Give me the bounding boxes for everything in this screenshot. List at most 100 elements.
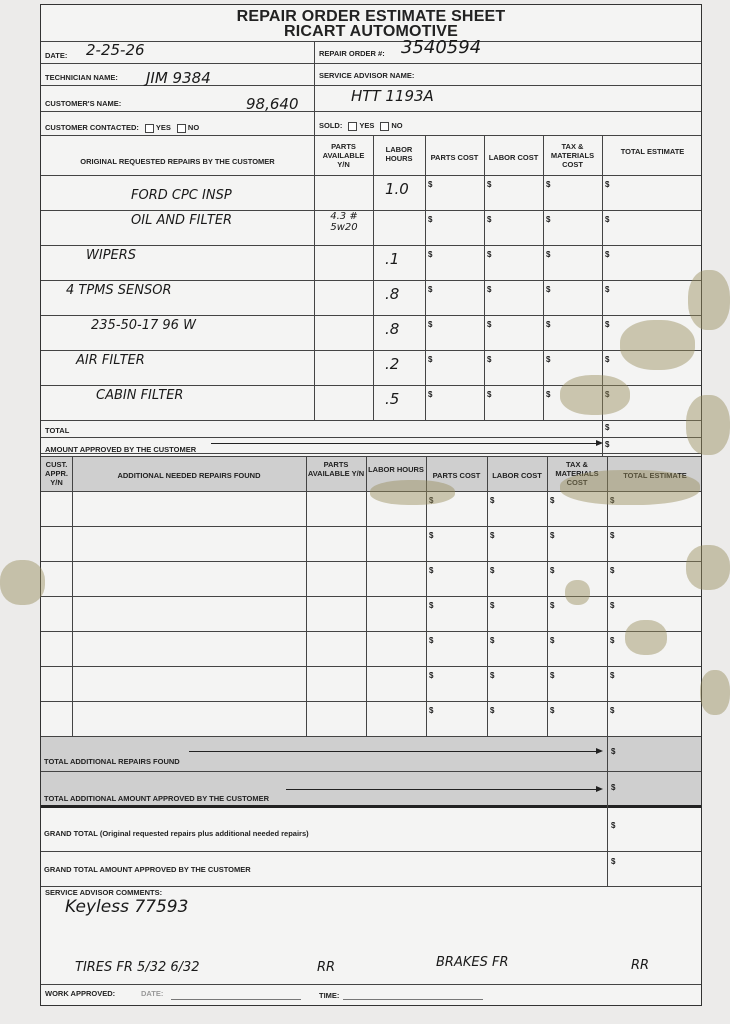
repair-description[interactable]: AIR FILTER	[76, 353, 145, 368]
form-title: REPAIR ORDER ESTIMATE SHEET	[236, 8, 506, 25]
currency-symbol: $	[605, 355, 610, 364]
currency-symbol: $	[428, 180, 433, 189]
date-value[interactable]: 2-25-26	[86, 41, 145, 59]
repair-order-value[interactable]: 3540594	[401, 37, 482, 58]
currency-symbol: $	[429, 496, 434, 505]
row-divider	[41, 456, 701, 457]
column-header: LABOR COST	[488, 153, 539, 162]
repair-description[interactable]: 235-50-17 96 W	[91, 318, 196, 333]
work-date-line[interactable]	[171, 999, 301, 1000]
sold-yes-checkbox[interactable]	[348, 121, 358, 131]
currency-symbol: $	[610, 601, 615, 610]
column-divider	[602, 135, 603, 472]
currency-symbol: $	[611, 783, 616, 792]
total-additional-label: TOTAL ADDITIONAL REPAIRS FOUND	[44, 757, 180, 766]
currency-symbol: $	[546, 180, 551, 189]
table-row	[41, 666, 701, 667]
column-divider	[373, 135, 374, 420]
contacted-text: CUSTOMER CONTACTED:	[45, 123, 139, 132]
labor-hours[interactable]: .8	[385, 285, 400, 303]
comment-brakes[interactable]: BRAKES FR	[436, 955, 509, 970]
repair-description[interactable]: 4 TPMS SENSOR	[66, 283, 172, 298]
currency-symbol: $	[550, 496, 555, 505]
table-row	[41, 245, 701, 246]
currency-symbol: $	[550, 531, 555, 540]
currency-symbol: $	[550, 566, 555, 575]
customer-label: CUSTOMER'S NAME:	[45, 99, 122, 108]
repair-description[interactable]: FORD CPC INSP	[131, 188, 232, 203]
parts-available[interactable]: 4.3 # 5w20	[330, 211, 358, 233]
currency-symbol: $	[610, 531, 615, 540]
row-divider	[41, 453, 701, 454]
column-header: PARTS COST	[432, 471, 481, 480]
currency-symbol: $	[429, 706, 434, 715]
column-header: TOTAL ESTIMATE	[620, 147, 685, 156]
column-divider	[314, 135, 315, 420]
stain	[560, 375, 630, 415]
table-row	[41, 315, 701, 316]
currency-symbol: $	[487, 285, 492, 294]
repair-description[interactable]: WIPERS	[86, 248, 137, 263]
column-header: TAX & MATERIALS COST	[550, 142, 595, 169]
currency-symbol: $	[487, 180, 492, 189]
currency-symbol: $	[487, 215, 492, 224]
currency-symbol: $	[487, 355, 492, 364]
currency-symbol: $	[490, 601, 495, 610]
currency-symbol: $	[546, 285, 551, 294]
table-row	[41, 280, 701, 281]
comment-tires-rr[interactable]: RR	[317, 960, 336, 975]
currency-symbol: $	[550, 706, 555, 715]
total-label: TOTAL	[45, 426, 70, 435]
currency-symbol: $	[429, 531, 434, 540]
column-divider	[425, 135, 426, 420]
currency-symbol: $	[610, 496, 615, 505]
currency-symbol: $	[487, 250, 492, 259]
labor-hours[interactable]: .8	[385, 320, 400, 338]
technician-value[interactable]: JIM 9384	[146, 69, 211, 87]
currency-symbol: $	[428, 285, 433, 294]
currency-symbol: $	[550, 671, 555, 680]
currency-symbol: $	[428, 390, 433, 399]
labor-hours[interactable]: 1.0	[385, 180, 409, 198]
column-header: LABOR COST	[492, 471, 542, 480]
grand-total-label: GRAND TOTAL (Original requested repairs …	[44, 829, 309, 838]
contacted-yes-checkbox[interactable]	[144, 123, 154, 133]
currency-symbol: $	[429, 566, 434, 575]
stain	[565, 580, 590, 605]
advisor-value[interactable]: HTT 1193A	[351, 87, 434, 105]
currency-symbol: $	[490, 531, 495, 540]
repair-description[interactable]: CABIN FILTER	[96, 388, 184, 403]
comment-tires[interactable]: TIRES FR 5/32 6/32	[75, 960, 200, 975]
currency-symbol: $	[428, 215, 433, 224]
currency-symbol: $	[605, 285, 610, 294]
column-header: ORIGINAL REQUESTED REPAIRS BY THE CUSTOM…	[80, 157, 275, 166]
column-divider	[484, 135, 485, 420]
amount-approved-label: AMOUNT APPROVED BY THE CUSTOMER	[45, 445, 197, 454]
sold-no-checkbox[interactable]	[380, 121, 390, 131]
comment-keyless[interactable]: Keyless 77593	[65, 897, 189, 917]
repair-description[interactable]: OIL AND FILTER	[131, 213, 233, 228]
date-label: DATE:	[45, 51, 68, 60]
labor-hours[interactable]: .2	[385, 355, 400, 373]
table-row	[41, 596, 701, 597]
column-header: PARTS AVAILABLE Y/N	[307, 460, 365, 478]
column-header: CUST. APPR. Y/N	[45, 460, 68, 487]
work-time-label: TIME:	[319, 991, 340, 1000]
work-time-line[interactable]	[343, 999, 483, 1000]
total-additional-approved-label: TOTAL ADDITIONAL AMOUNT APPROVED BY THE …	[44, 794, 270, 803]
table-row	[41, 701, 701, 702]
currency-symbol: $	[490, 671, 495, 680]
comment-brakes-rr[interactable]: RR	[631, 958, 650, 973]
currency-symbol: $	[605, 423, 610, 432]
repair-order-sheet: REPAIR ORDER ESTIMATE SHEET RICART AUTOM…	[40, 4, 702, 1006]
currency-symbol: $	[610, 671, 615, 680]
table-row	[41, 561, 701, 562]
currency-symbol: $	[546, 215, 551, 224]
customer-value[interactable]: 98,640	[246, 95, 299, 113]
table-row	[41, 526, 701, 527]
currency-symbol: $	[546, 320, 551, 329]
labor-hours[interactable]: .1	[385, 250, 400, 268]
contacted-no-checkbox[interactable]	[176, 123, 186, 133]
column-header: PARTS AVAILABLE Y/N	[322, 142, 365, 169]
labor-hours[interactable]: .5	[385, 390, 400, 408]
